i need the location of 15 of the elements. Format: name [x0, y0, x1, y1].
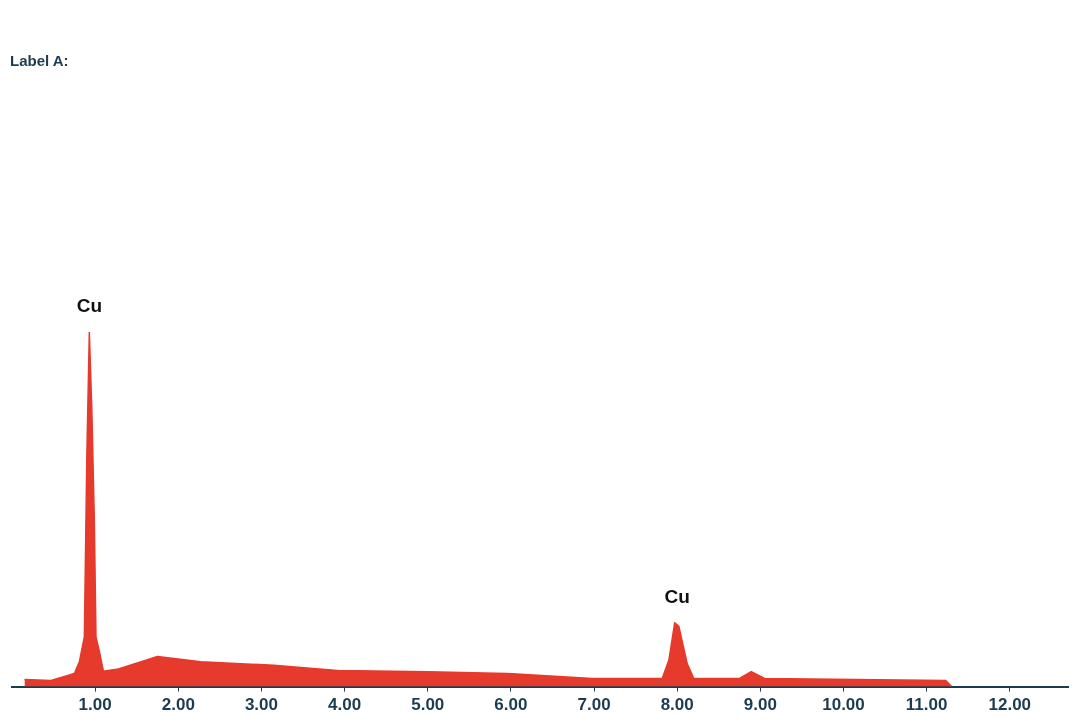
x-tick-label: 12.00	[988, 695, 1032, 715]
x-tick-label: 11.00	[905, 695, 948, 715]
x-tick-label: 9.00	[743, 695, 777, 715]
x-tick-label: 1.00	[78, 695, 112, 715]
x-tick-label: 5.00	[411, 695, 445, 715]
chart-title: Label A:	[10, 52, 69, 69]
annotation: Cu	[76, 294, 102, 316]
x-tick-label: 6.00	[494, 695, 528, 715]
annotation: Cu	[664, 585, 690, 607]
x-tick-label: 7.00	[577, 695, 611, 715]
x-tick-label: 8.00	[660, 695, 694, 715]
x-tick-label: 10.00	[822, 695, 865, 715]
x-tick-label: 4.00	[328, 695, 362, 715]
x-tick-label: 2.00	[161, 695, 195, 715]
x-tick-label: 3.00	[244, 695, 278, 715]
